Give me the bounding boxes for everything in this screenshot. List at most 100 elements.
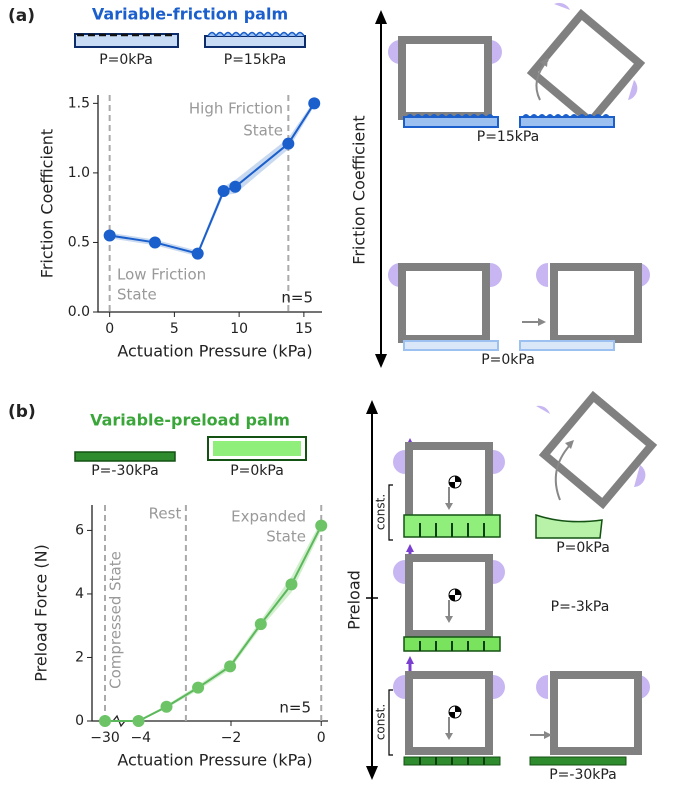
diagram-b-shape <box>550 671 642 755</box>
x-tick-label: 0 <box>317 730 326 746</box>
diagram-b-shape <box>405 554 493 638</box>
panel-label: (a) <box>8 6 35 26</box>
diagram-b-shape <box>535 513 603 539</box>
diagram-axis-label: Preload <box>345 570 364 630</box>
pad-icon-shape <box>74 451 176 462</box>
x-axis-label: Actuation Pressure (kPa) <box>117 751 312 770</box>
y-tick-label: 1.5 <box>68 95 90 111</box>
diagram-a-shape <box>540 58 548 67</box>
y-axis-label: Preload Force (N) <box>32 544 51 682</box>
data-point <box>315 519 328 532</box>
panel-title: Variable-friction palm <box>92 5 288 24</box>
pad-icon <box>74 436 307 462</box>
diagram-b-shape <box>449 706 461 718</box>
note: const. <box>374 494 388 530</box>
data-point <box>99 715 111 727</box>
diagram-a-shape <box>538 318 546 326</box>
y-tick-label: 1.0 <box>68 165 90 181</box>
pad-icon <box>74 31 306 48</box>
x-tick-label: −30 <box>90 730 120 746</box>
y-tick-label: 4 <box>75 586 84 602</box>
annotation: Compressed State <box>107 551 125 689</box>
annotation: n=5 <box>281 289 313 307</box>
diagram-a-shape <box>403 340 499 351</box>
diagram-a-shape <box>398 36 492 120</box>
diagram-axis-label: Friction Coefficient <box>350 115 369 264</box>
annotation: High Friction <box>189 100 283 118</box>
data-point <box>191 247 204 260</box>
data-point <box>282 137 295 150</box>
state-label: P=0kPa <box>556 540 610 556</box>
y-tick-label: 6 <box>75 522 84 538</box>
diagram-b-shape <box>449 589 461 601</box>
diagram-b-shape <box>388 484 393 756</box>
pad-icon-shape <box>207 31 305 38</box>
annotation: Rest <box>149 505 182 523</box>
x-tick-label: −2 <box>221 730 242 746</box>
data-point <box>224 660 237 673</box>
annotation: Expanded <box>231 508 306 526</box>
data-point <box>103 229 116 242</box>
pad-label: P=15kPa <box>224 52 287 68</box>
x-tick-label: 10 <box>230 321 248 337</box>
annotation: n=5 <box>279 699 311 717</box>
panel-label: (b) <box>8 402 36 422</box>
pad-icon-shape <box>213 441 301 456</box>
diagram-a-shape <box>406 114 610 117</box>
data-point <box>254 618 267 631</box>
diagram-a-shape <box>519 116 615 128</box>
state-label: P=0kPa <box>481 352 535 368</box>
y-tick-label: 0.0 <box>68 304 90 320</box>
diagram-a-shape <box>388 40 650 287</box>
data-line <box>109 102 316 255</box>
x-tick-label: 15 <box>295 321 313 337</box>
diagram-b-shape <box>419 523 485 765</box>
data-point <box>308 97 321 110</box>
diagram-a-shape <box>550 263 642 343</box>
y-tick-label: 0 <box>75 713 84 729</box>
data-point <box>285 578 298 591</box>
state-label: P=15kPa <box>477 129 540 145</box>
x-tick-label: 5 <box>170 321 179 337</box>
pad-label: P=0kPa <box>230 463 284 479</box>
diagram-a-shape <box>519 340 615 351</box>
annotation: State <box>117 286 157 304</box>
pad-label: P=0kPa <box>99 52 153 68</box>
diagram-a-shape <box>403 116 499 128</box>
y-axis-label: Friction Coefficient <box>38 129 57 278</box>
diagram-b-shape <box>449 476 461 488</box>
data-point <box>148 236 161 249</box>
y-tick-label: 0.5 <box>68 234 90 250</box>
diagram-b-shape <box>445 503 453 740</box>
data-line <box>105 525 323 722</box>
annotation: State <box>266 528 306 546</box>
annotation: Low Friction <box>117 266 206 284</box>
diagram-a-shape <box>398 263 490 343</box>
y-tick-label: 2 <box>75 649 84 665</box>
note: const. <box>374 704 388 740</box>
diagram-b-shape <box>544 731 552 739</box>
x-tick-label: 0 <box>105 321 114 337</box>
diagram-b-shape <box>405 671 493 755</box>
state-label: P=-30kPa <box>549 767 617 783</box>
diagram-b-shape <box>529 756 627 766</box>
data-point <box>132 715 145 727</box>
data-point <box>160 700 173 713</box>
diagram-a <box>375 2 650 368</box>
diagram-b-shape <box>565 440 574 449</box>
diagram-b-shape <box>538 390 658 510</box>
data-point <box>192 681 205 694</box>
diagram-b-shape <box>406 438 414 664</box>
data-point <box>229 180 242 193</box>
pad-icon-shape <box>204 35 306 48</box>
diagram-b-shape <box>554 444 571 501</box>
annotation: State <box>243 122 283 140</box>
x-axis-label: Actuation Pressure (kPa) <box>117 342 312 361</box>
state-label: P=-3kPa <box>551 599 610 615</box>
diagram-b-shape <box>405 442 493 530</box>
diagram-b <box>366 390 658 780</box>
data-point <box>217 184 230 197</box>
x-tick-label: −4 <box>130 730 151 746</box>
